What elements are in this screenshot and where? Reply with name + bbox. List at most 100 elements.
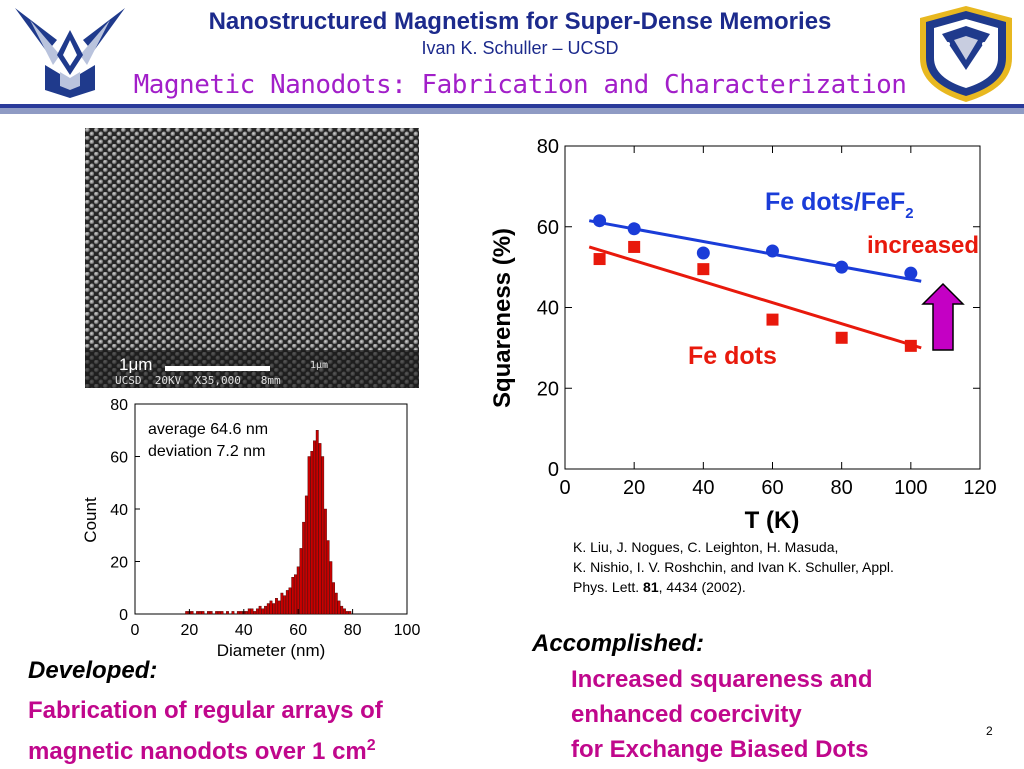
histogram-bar bbox=[247, 608, 251, 615]
histogram-bar bbox=[209, 611, 213, 615]
histogram-bar bbox=[323, 508, 327, 615]
histogram-bar bbox=[198, 611, 202, 615]
fit-line bbox=[588, 245, 922, 350]
histogram-x-tick-label: 60 bbox=[289, 622, 307, 639]
data-point-square bbox=[904, 339, 917, 352]
histogram-bar bbox=[196, 611, 199, 615]
histogram-y-tick-label: 60 bbox=[110, 450, 128, 467]
fit-line bbox=[588, 219, 922, 283]
squareness-x-label: T (K) bbox=[745, 507, 800, 534]
histogram-bar bbox=[269, 600, 273, 615]
air-force-wings-logo bbox=[15, 8, 125, 98]
histogram-x-tick-label: 80 bbox=[344, 622, 362, 639]
histogram-y-tick-label: 20 bbox=[110, 555, 128, 572]
data-point-circle bbox=[835, 260, 849, 274]
histogram-y-tick-label: 40 bbox=[110, 502, 128, 519]
histogram-x-ticks: 0 20 40 60 80 100 bbox=[131, 609, 420, 639]
sem-footer: UCSD 20KV X35,000 8mm bbox=[115, 374, 281, 387]
histogram-bar bbox=[296, 566, 300, 615]
histogram-bar bbox=[313, 440, 316, 615]
histogram-bar bbox=[231, 611, 235, 615]
accomplished-text: Increased squareness and enhanced coerci… bbox=[571, 662, 872, 767]
histogram-bar bbox=[245, 611, 248, 615]
squareness-fit-lines bbox=[588, 219, 922, 350]
histogram-bar bbox=[348, 611, 352, 615]
histogram-x-tick-label: 0 bbox=[131, 622, 140, 639]
increase-arrow-icon bbox=[921, 282, 965, 351]
scale-tag: 1μm bbox=[310, 360, 328, 371]
histogram-bar bbox=[329, 561, 333, 615]
histogram-deviation: deviation 7.2 nm bbox=[148, 443, 265, 460]
histogram-bar bbox=[307, 456, 311, 615]
data-point-circle bbox=[904, 266, 918, 280]
histogram-bar bbox=[266, 603, 270, 615]
data-point-circle bbox=[696, 246, 710, 260]
histogram-bar bbox=[340, 605, 344, 615]
histogram-bar bbox=[220, 611, 224, 615]
slide-title: Nanostructured Magnetism for Super-Dense… bbox=[208, 8, 832, 35]
histogram-bar bbox=[288, 587, 292, 615]
reference-citation: K. Liu, J. Nogues, C. Leighton, H. Masud… bbox=[573, 537, 993, 597]
histogram-bar bbox=[258, 605, 262, 615]
series-label-fe-fef2: Fe dots/FeF2 bbox=[765, 188, 914, 222]
increased-label: increased bbox=[867, 232, 979, 259]
squareness-x-tick-label: 100 bbox=[894, 477, 927, 499]
histogram-x-label: Diameter (nm) bbox=[217, 641, 326, 660]
data-point-square bbox=[766, 313, 779, 326]
histogram-bar bbox=[326, 540, 330, 615]
histogram-bar bbox=[236, 611, 240, 615]
histogram-bar bbox=[201, 611, 205, 615]
accomplished-label: Accomplished: bbox=[532, 630, 705, 657]
histogram-bar bbox=[217, 611, 221, 615]
developed-label: Developed: bbox=[28, 657, 158, 684]
histogram-y-tick-label: 80 bbox=[110, 397, 128, 414]
scale-bar bbox=[165, 366, 270, 371]
histogram-bar bbox=[277, 600, 281, 615]
histogram-bar bbox=[304, 495, 308, 615]
histogram-bar bbox=[334, 592, 338, 615]
squareness-chart: 0 20 40 60 80 100 120 0 20 40 60 80 Fe dots/FeF2 in… bbox=[489, 136, 997, 534]
accomplished-line-1: Increased squareness and bbox=[571, 666, 873, 693]
histogram-bar bbox=[299, 548, 303, 615]
histogram-average: average 64.6 nm bbox=[148, 421, 268, 438]
header-divider bbox=[0, 104, 1024, 108]
histogram-bar bbox=[185, 611, 189, 615]
histogram-bar bbox=[321, 456, 325, 615]
accomplished-line-2: enhanced coercivity bbox=[571, 701, 802, 728]
squareness-x-tick-label: 120 bbox=[963, 477, 996, 499]
page-number: 2 bbox=[986, 724, 993, 738]
histogram-bar bbox=[207, 611, 210, 615]
histogram-bar bbox=[345, 611, 349, 615]
air-force-research-laboratory-seal bbox=[920, 6, 1012, 102]
histogram-bar bbox=[275, 598, 278, 615]
accomplished-line-3: for Exchange Biased Dots bbox=[571, 736, 869, 763]
histogram-bar bbox=[315, 430, 319, 615]
squareness-y-tick-label: 20 bbox=[537, 378, 559, 400]
scale-bar-label: 1μm bbox=[119, 355, 152, 374]
reference-line-1: K. Liu, J. Nogues, C. Leighton, H. Masud… bbox=[573, 539, 839, 555]
histogram-bar bbox=[318, 443, 322, 615]
developed-line-1: Fabrication of regular arrays of bbox=[28, 697, 383, 724]
squareness-y-tick-label: 60 bbox=[537, 217, 559, 239]
squareness-x-tick-label: 0 bbox=[559, 477, 570, 499]
squareness-y-tick-label: 0 bbox=[548, 459, 559, 481]
reference-line-3: Phys. Lett. 81, 4434 (2002). bbox=[573, 579, 746, 595]
histogram-bar bbox=[280, 592, 284, 615]
squareness-x-tick-label: 60 bbox=[761, 477, 783, 499]
header-divider-shadow bbox=[0, 108, 1024, 114]
histogram-bar bbox=[239, 611, 243, 615]
histogram-bar bbox=[343, 608, 346, 615]
data-point-circle bbox=[593, 214, 607, 228]
data-point-square bbox=[593, 253, 606, 266]
histogram-y-label: Count bbox=[81, 497, 100, 543]
histogram-bar bbox=[250, 608, 254, 615]
data-point-square bbox=[835, 331, 848, 344]
histogram-bar bbox=[302, 521, 306, 615]
squareness-points bbox=[593, 214, 918, 352]
slide-subtitle: Magnetic Nanodots: Fabrication and Chara… bbox=[133, 70, 907, 100]
sem-micrograph: 1μm 1μm UCSD 20KV X35,000 8mm bbox=[85, 128, 419, 388]
histogram-bar bbox=[226, 611, 229, 615]
histogram-bars bbox=[185, 430, 352, 615]
histogram-y-ticks: 0 20 40 60 80 bbox=[110, 397, 140, 624]
series-label-fe: Fe dots bbox=[688, 342, 777, 370]
